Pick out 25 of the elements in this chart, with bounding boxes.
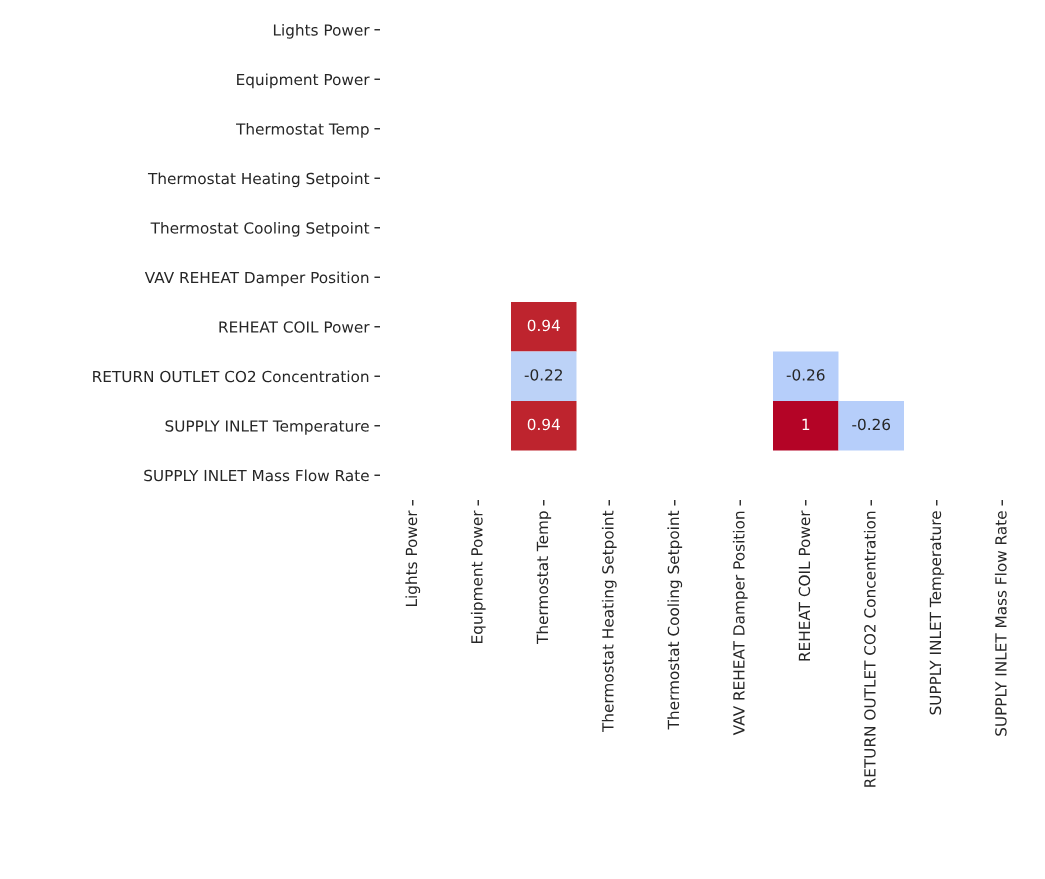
y-tick-label: VAV REHEAT Damper Position <box>144 271 369 287</box>
x-tick-label: Thermostat Heating Setpoint <box>601 510 617 733</box>
y-tick-label: Equipment Power <box>237 73 370 89</box>
data-label: -0.26 <box>852 418 891 431</box>
y-tick-label: RETURN OUTLET CO2 Concentration <box>93 370 369 383</box>
y-tick-label: Thermostat Heating Setpoint <box>147 172 370 188</box>
x-tick-label: Thermostat Temp <box>536 511 552 644</box>
x-tick-label: SUPPLY INLET Temperature <box>929 511 945 715</box>
x-tick-label: VAV REHEAT Damper Position <box>732 511 748 736</box>
data-label: -0.26 <box>786 369 825 381</box>
y-tick-label: Lights Power <box>273 23 370 39</box>
x-tick-label: SUPPLY INLET Mass Flow Rate <box>994 511 1007 736</box>
x-tick-label: RETURN OUTLET CO2 Concentration <box>863 511 876 787</box>
data-label: 1 <box>802 418 810 430</box>
x-tick-label: Equipment Power <box>470 510 486 643</box>
y-tick-label: SUPPLY INLET Mass Flow Rate <box>144 469 369 482</box>
x-tick-label: REHEAT COIL Power <box>798 510 811 661</box>
y-tick-label: SUPPLY INLET Temperature <box>165 420 369 435</box>
y-tick-label: Thermostat Temp <box>236 122 369 138</box>
data-label: -0.22 <box>524 369 562 381</box>
data-label: 0.94 <box>527 418 560 431</box>
y-tick-label: REHEAT COIL Power <box>219 321 370 333</box>
data-label: 0.94 <box>527 319 560 332</box>
x-tick-label: Thermostat Cooling Setpoint <box>667 510 683 730</box>
y-tick-label: Thermostat Cooling Setpoint <box>150 221 370 237</box>
